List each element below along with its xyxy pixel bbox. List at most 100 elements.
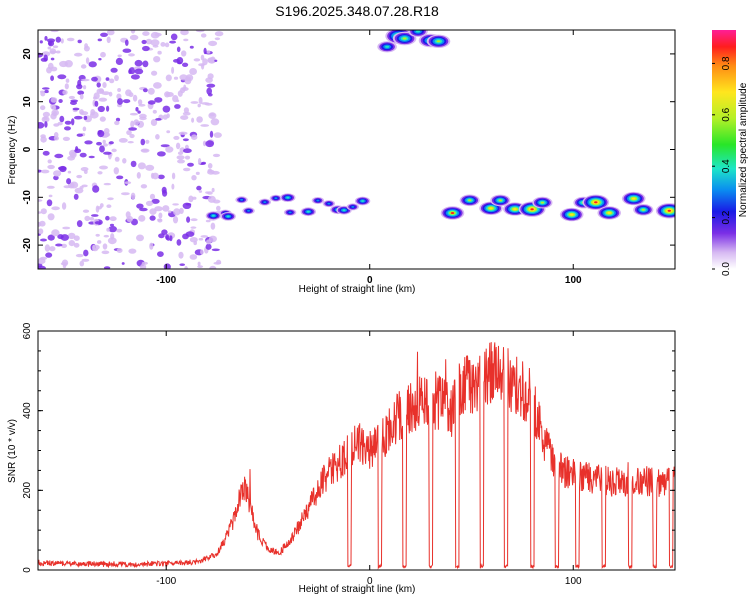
noise-blob [74, 187, 84, 194]
noise-blob [99, 116, 106, 122]
noise-blob [161, 229, 168, 235]
noise-blob [50, 75, 54, 81]
noise-blob [189, 45, 194, 49]
noise-blob [165, 234, 170, 240]
spectral-line-blob [641, 208, 645, 211]
spectrogram-frame [37, 29, 676, 270]
noise-blob [128, 92, 134, 98]
noise-blob [153, 56, 161, 63]
spectral-line-blob [436, 40, 441, 43]
noise-blob [39, 90, 45, 94]
noise-blob [50, 30, 59, 33]
noise-blob [59, 115, 65, 123]
noise-blob [108, 225, 117, 233]
noise-blob [162, 105, 171, 113]
noise-blob [136, 234, 144, 242]
colorbar-tick-label: 0.6 [721, 107, 732, 121]
noise-blob [105, 215, 110, 221]
noise-blob [47, 234, 55, 241]
noise-blob [150, 39, 160, 46]
noise-blob [101, 91, 111, 96]
spectral-line-blob [450, 212, 455, 214]
noise-blob [103, 234, 110, 238]
noise-blob [214, 37, 221, 41]
noise-blob [88, 155, 95, 159]
noise-blob [107, 237, 117, 245]
noise-blob [52, 45, 59, 49]
noise-blob [122, 48, 132, 53]
noise-blob [80, 167, 89, 172]
noise-blob [142, 45, 150, 52]
y-tick-label: 0 [22, 567, 33, 573]
noise-blob [40, 238, 47, 242]
noise-blob [91, 76, 98, 82]
noise-blob [121, 262, 125, 265]
noise-blob [209, 130, 214, 138]
spectral-line-blob [607, 211, 611, 214]
noise-blob [58, 99, 63, 103]
noise-blob [64, 83, 69, 90]
noise-blob [157, 50, 162, 55]
x-tick-label: 100 [565, 275, 582, 286]
noise-blob [214, 59, 218, 62]
noise-blob [155, 134, 160, 140]
noise-blob [38, 122, 45, 129]
noise-blob [114, 74, 119, 82]
noise-blob [205, 140, 214, 148]
noise-blob [211, 170, 220, 175]
noise-blob [165, 146, 174, 153]
spectral-line-blob [263, 201, 267, 204]
noise-blob [77, 90, 85, 95]
noise-blob [77, 39, 82, 44]
noise-blob [197, 265, 204, 268]
noise-blob [145, 139, 150, 144]
noise-blob [189, 237, 198, 243]
y-tick-label: 600 [22, 322, 33, 339]
spectral-line-blob [351, 206, 355, 208]
noise-blob [176, 239, 182, 246]
noise-blob [201, 102, 210, 105]
noise-blob [82, 209, 90, 213]
noise-blob [138, 103, 146, 107]
noise-blob [62, 226, 71, 230]
noise-blob [195, 171, 200, 175]
noise-blob [40, 169, 50, 174]
noise-blob [213, 261, 222, 265]
noise-blob [170, 33, 178, 41]
noise-blob [141, 39, 147, 45]
noise-blob [207, 57, 216, 63]
noise-blob [60, 262, 68, 266]
noise-blob [179, 263, 185, 267]
noise-blob [51, 229, 60, 237]
noise-blob [182, 111, 191, 116]
noise-blob [211, 248, 220, 252]
noise-blob [137, 162, 146, 170]
noise-blob [173, 208, 181, 216]
noise-blob [48, 194, 53, 198]
noise-blob [177, 90, 183, 97]
noise-blob [93, 92, 100, 100]
spectrogram-y-label: Frequency (Hz) [7, 116, 18, 185]
noise-blob [139, 207, 148, 212]
noise-blob [114, 120, 120, 126]
noise-blob [58, 166, 67, 171]
noise-blob [111, 148, 117, 153]
noise-blob [42, 111, 51, 118]
noise-blob [107, 197, 114, 201]
noise-blob [64, 126, 71, 131]
noise-blob [171, 66, 175, 74]
noise-blob [180, 30, 189, 36]
noise-blob [88, 61, 97, 68]
noise-blob [75, 253, 84, 258]
noise-blob [94, 221, 101, 225]
noise-blob [167, 210, 172, 214]
y-tick-label: 20 [22, 48, 33, 60]
snr-ticks: -100 0 100 0 200 400 600 [22, 322, 675, 587]
noise-blob [131, 218, 138, 226]
noise-blob [57, 121, 63, 126]
noise-blob [198, 190, 203, 193]
noise-blob [176, 46, 181, 53]
noise-blob [181, 87, 189, 91]
noise-blob [184, 144, 189, 150]
